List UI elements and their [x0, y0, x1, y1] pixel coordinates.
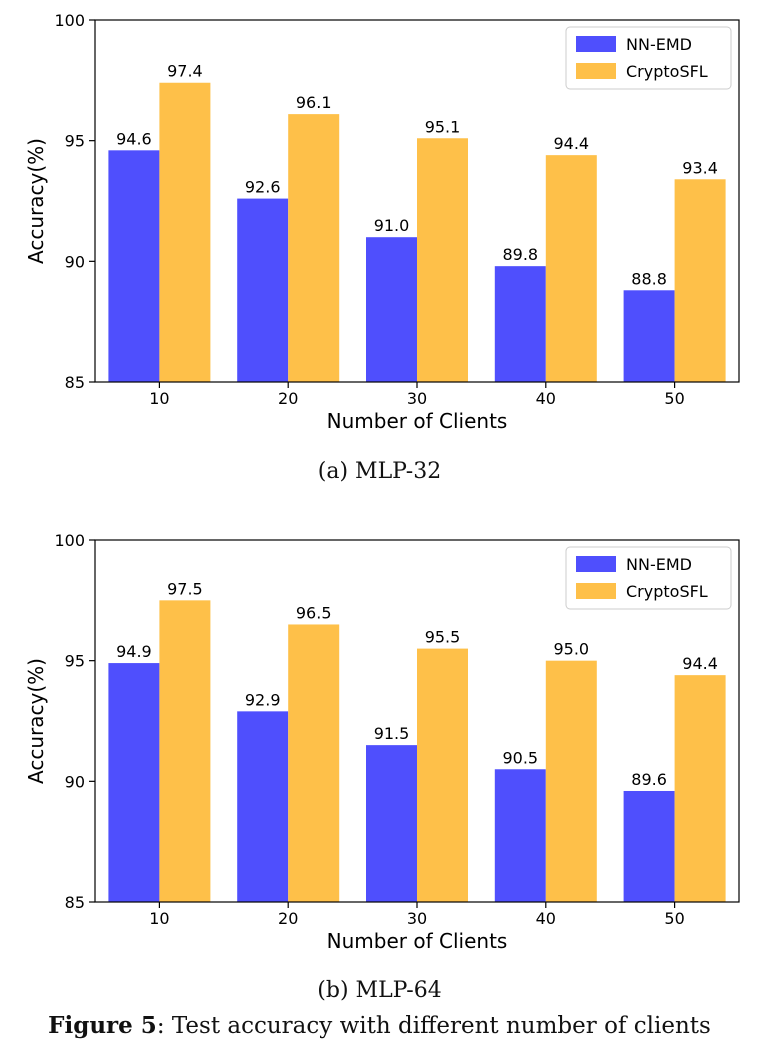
bar-cryptosfl-10 [159, 600, 211, 902]
legend-swatch-nn-emd [576, 556, 616, 572]
data-label: 95.5 [425, 628, 461, 647]
data-label: 93.4 [682, 158, 718, 177]
bar-cryptosfl-40 [545, 660, 597, 902]
data-label: 91.0 [374, 216, 410, 235]
bar-cryptosfl-30 [417, 138, 468, 382]
data-label: 97.5 [167, 579, 203, 598]
x-tick-label: 30 [407, 389, 427, 408]
bar-chart-mlp-64: 94.9 92.9 91.5 90.5 89.6 97.5 96.5 95.5 95.0 94.4… [24, 531, 740, 953]
subcaption-a: (a) MLP-32 [317, 459, 442, 484]
subfigure-a: 94.6 92.6 91.0 89.8 88.8 97.4 96.1 95.1 94.4 93.4… [0, 0, 759, 500]
data-label: 94.4 [682, 654, 718, 673]
x-axis-label: Number of Clients [327, 409, 508, 433]
bar-nn-emd-30 [366, 237, 417, 382]
bar-nn-emd-20 [237, 711, 289, 902]
y-tick-label: 100 [54, 11, 85, 30]
legend-label-cryptosfl: CryptoSFL [626, 582, 708, 601]
figure-caption-label: Figure 5 [48, 1012, 157, 1039]
bar-nn-emd-10 [108, 663, 160, 902]
x-tick-label: 40 [536, 389, 556, 408]
x-tick-label: 20 [278, 909, 298, 928]
y-tick-label: 85 [65, 893, 85, 912]
data-label: 94.6 [116, 129, 152, 148]
data-label: 96.5 [296, 603, 332, 622]
bar-cryptosfl-30 [417, 648, 468, 902]
y-tick-label: 95 [65, 132, 85, 151]
x-axis-label: Number of Clients [327, 929, 508, 953]
subfigure-b: 94.9 92.9 91.5 90.5 89.6 97.5 96.5 95.5 95.0 94.4… [0, 520, 759, 1010]
legend-swatch-cryptosfl [576, 63, 616, 79]
x-tick-label: 10 [149, 389, 169, 408]
bar-nn-emd-40 [494, 266, 546, 382]
data-label: 95.1 [425, 117, 461, 136]
bar-cryptosfl-50 [674, 675, 726, 902]
data-label: 92.9 [245, 690, 281, 709]
data-label: 94.4 [553, 134, 589, 153]
y-axis-label: Accuracy(%) [24, 658, 48, 784]
y-axis-label: Accuracy(%) [24, 138, 48, 264]
bar-chart-mlp-32: 94.6 92.6 91.0 89.8 88.8 97.4 96.1 95.1 94.4 93.4… [24, 11, 740, 433]
legend: NN-EMD CryptoSFL [565, 26, 732, 90]
figure-caption-text: : Test accuracy with different number of… [156, 1013, 711, 1039]
legend-label-cryptosfl: CryptoSFL [626, 62, 708, 81]
data-label: 95.0 [553, 640, 589, 659]
data-label: 88.8 [631, 269, 667, 288]
data-label: 91.5 [374, 724, 410, 743]
x-tick-label: 40 [536, 909, 556, 928]
data-label: 90.5 [502, 748, 538, 767]
x-tick-label: 10 [149, 909, 169, 928]
data-label: 94.9 [116, 642, 152, 661]
data-label: 96.1 [296, 93, 332, 112]
x-tick-label: 20 [278, 389, 298, 408]
x-tick-label: 50 [664, 389, 684, 408]
x-tick-label: 50 [664, 909, 684, 928]
legend-label-nn-emd: NN-EMD [626, 35, 692, 54]
legend-swatch-cryptosfl [576, 583, 616, 599]
y-tick-label: 90 [65, 252, 85, 271]
bar-nn-emd-40 [494, 769, 546, 902]
legend-swatch-nn-emd [576, 36, 616, 52]
y-tick-label: 85 [65, 373, 85, 392]
bar-nn-emd-10 [108, 150, 160, 382]
legend: NN-EMD CryptoSFL [565, 546, 732, 610]
bar-nn-emd-20 [237, 198, 289, 382]
bar-cryptosfl-20 [288, 624, 340, 902]
data-label: 89.6 [631, 770, 667, 789]
data-label: 92.6 [245, 178, 281, 197]
figure-caption: Figure 5: Test accuracy with different n… [0, 1012, 759, 1039]
y-tick-label: 95 [65, 652, 85, 671]
bar-nn-emd-30 [366, 745, 417, 902]
x-tick-label: 30 [407, 909, 427, 928]
y-tick-label: 100 [54, 531, 85, 550]
y-tick-label: 90 [65, 772, 85, 791]
bar-cryptosfl-20 [288, 114, 340, 383]
bar-cryptosfl-10 [159, 82, 211, 382]
legend-label-nn-emd: NN-EMD [626, 555, 692, 574]
bar-cryptosfl-40 [545, 155, 597, 382]
bar-cryptosfl-50 [674, 179, 726, 382]
subcaption-b: (b) MLP-64 [317, 978, 442, 1003]
data-label: 89.8 [502, 245, 538, 264]
data-label: 97.4 [167, 62, 203, 81]
bar-nn-emd-50 [623, 790, 675, 902]
bar-nn-emd-50 [623, 290, 675, 382]
